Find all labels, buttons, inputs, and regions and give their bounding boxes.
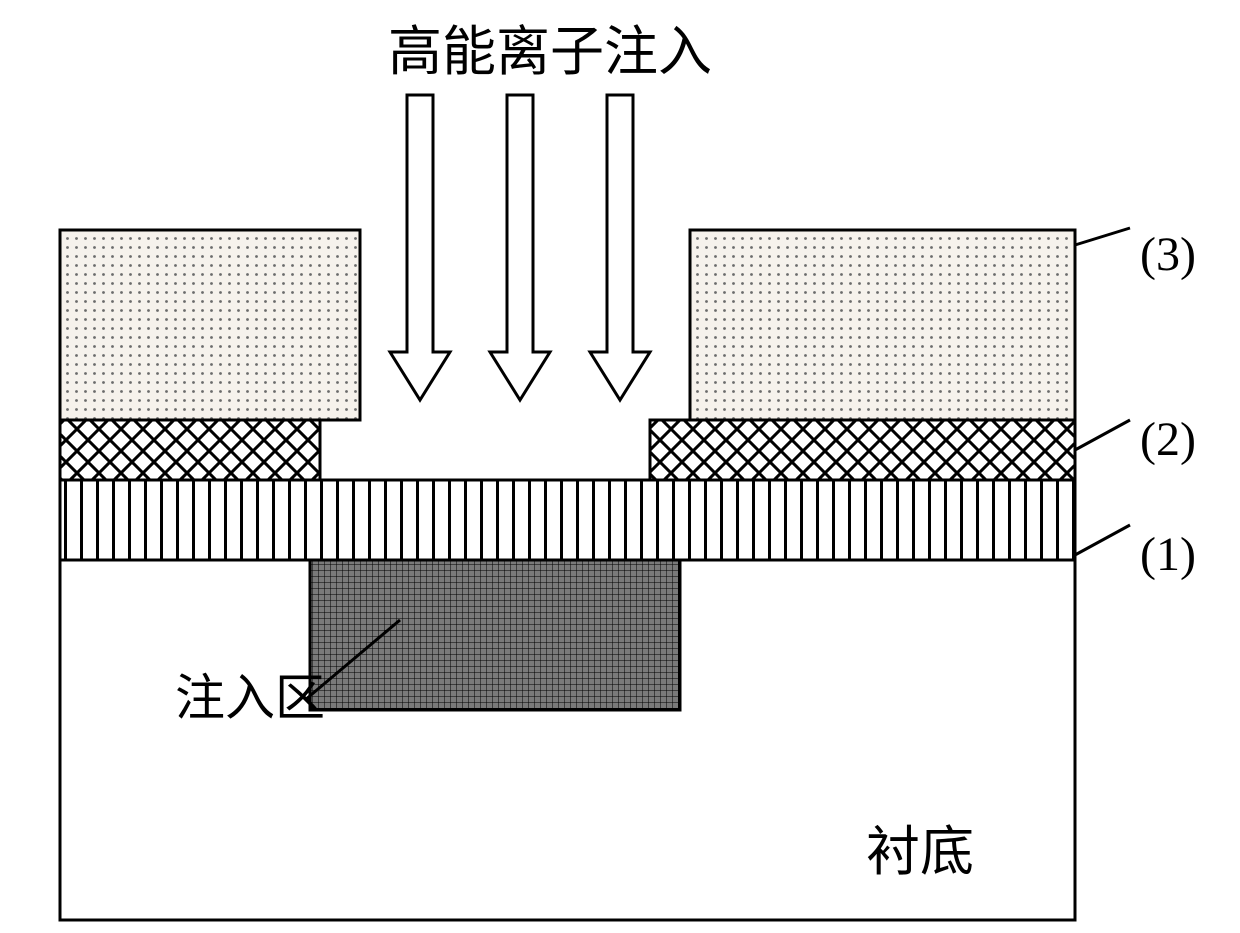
implant-region-rect	[310, 560, 680, 710]
layer2-left-rect	[60, 420, 320, 480]
layer3-left-rect	[60, 230, 360, 420]
layer1-rect	[60, 480, 1075, 560]
label-lbl3: (3)	[1140, 228, 1196, 281]
layer2-right-rect	[650, 420, 1075, 480]
ion-arrow-3	[590, 95, 650, 400]
layer3-right-rect	[690, 230, 1075, 420]
label-lbl1: (1)	[1140, 528, 1196, 581]
label-implant_zone: 注入区	[175, 670, 325, 726]
ion-arrow-2	[490, 95, 550, 400]
callout-line-c1	[1075, 525, 1130, 555]
callout-line-c3	[1075, 228, 1130, 245]
label-title: 高能离子注入	[388, 22, 712, 82]
label-lbl2: (2)	[1140, 413, 1196, 466]
label-substrate: 衬底	[866, 822, 974, 882]
diagram-svg: 高能离子注入衬底 注入区 (3) (2) (1)	[0, 0, 1240, 933]
figure-canvas: 高能离子注入衬底 注入区 (3) (2) (1)	[0, 0, 1240, 933]
callout-line-c2	[1075, 420, 1130, 450]
ion-arrow-1	[390, 95, 450, 400]
